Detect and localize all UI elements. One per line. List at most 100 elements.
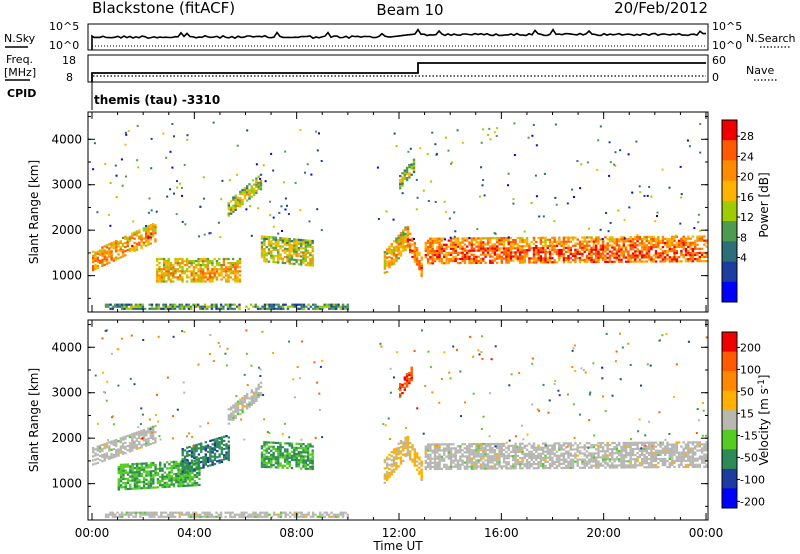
scatter-cell — [650, 447, 653, 450]
scatter-cell — [615, 456, 619, 459]
scatter-cell — [149, 436, 152, 439]
scatter-cell — [705, 245, 708, 248]
scatter-cell — [138, 447, 141, 450]
scatter-cell — [530, 465, 533, 468]
scatter-cell — [176, 278, 180, 281]
scatter-cell — [585, 450, 589, 453]
scatter-cell — [204, 453, 207, 456]
scatter-cell — [332, 305, 336, 308]
scatter-cell — [156, 474, 160, 477]
scatter-cell — [320, 229, 323, 232]
scatter-cell — [135, 230, 139, 233]
scatter-cell — [250, 195, 253, 198]
scatter-cell — [498, 249, 501, 252]
scatter-cell — [92, 451, 95, 454]
scatter-cell — [514, 465, 517, 468]
scatter-cell — [666, 239, 669, 242]
scatter-cell — [472, 243, 476, 246]
scatter-cell — [388, 255, 391, 259]
scatter-cell — [631, 191, 634, 194]
scatter-cell — [691, 455, 695, 458]
scatter-cell — [181, 450, 184, 453]
scatter-cell — [204, 276, 207, 279]
scatter-cell — [507, 247, 510, 250]
scatter-cell — [206, 268, 209, 271]
scatter-cell — [154, 486, 157, 489]
scatter-cell — [397, 453, 400, 456]
scatter-cell — [682, 237, 685, 240]
scatter-cell — [430, 180, 433, 183]
scatter-cell — [250, 397, 253, 400]
scatter-cell — [599, 228, 602, 231]
scatter-cell — [232, 412, 235, 415]
scatter-cell — [195, 473, 199, 476]
scatter-cell — [562, 259, 566, 262]
scatter-cell — [267, 459, 271, 463]
scatter-cell — [615, 242, 619, 245]
scatter-cell — [121, 249, 125, 252]
scatter-cell — [215, 272, 219, 275]
scatter-cell — [498, 241, 501, 244]
scatter-cell — [388, 472, 391, 475]
scatter-cell — [218, 461, 221, 464]
scatter-cell — [115, 445, 118, 448]
scatter-cell — [512, 202, 515, 205]
scatter-cell — [171, 166, 174, 169]
scatter-cell — [454, 457, 457, 460]
scatter-cell — [223, 448, 226, 451]
scatter-cell — [558, 255, 561, 258]
scatter-cell — [697, 213, 700, 216]
scatter-cell — [208, 274, 212, 277]
scatter-cell — [234, 266, 237, 269]
scatter-cell — [447, 253, 450, 257]
scatter-cell — [386, 478, 389, 482]
scatter-cell — [270, 457, 273, 461]
scatter-cell — [302, 253, 305, 256]
scatter-cell — [498, 444, 501, 448]
scatter-cell — [436, 251, 439, 255]
scatter-cell — [94, 257, 97, 260]
scatter-cell — [512, 198, 515, 201]
scatter-cell — [634, 258, 637, 261]
scatter-cell — [436, 237, 439, 240]
scatter-cell — [466, 449, 469, 452]
scatter-cell — [232, 418, 235, 421]
scatter-cell — [399, 232, 403, 235]
scatter-cell — [631, 254, 635, 257]
scatter-cell — [618, 464, 621, 467]
scatter-cell — [94, 462, 97, 465]
scatter-cell — [401, 182, 404, 185]
scatter-cell — [539, 249, 543, 252]
scatter-cell — [505, 261, 508, 264]
scatter-cell — [288, 256, 291, 259]
scatter-cell — [409, 245, 412, 248]
scatter-cell — [133, 477, 137, 480]
scatter-cell — [551, 253, 554, 256]
scatter-cell — [627, 441, 630, 444]
scatter-cell — [514, 450, 517, 454]
scatter-cell — [405, 170, 409, 174]
scatter-cell — [498, 237, 501, 240]
scatter-cell — [225, 451, 228, 454]
scatter-cell — [477, 261, 480, 264]
scatter-cell — [395, 453, 398, 456]
scatter-cell — [629, 458, 632, 461]
scatter-cell — [147, 437, 150, 440]
scatter-cell — [705, 253, 708, 256]
scatter-cell — [624, 248, 628, 251]
scatter-cell — [668, 245, 671, 249]
scatter-cell — [418, 260, 421, 263]
scatter-cell — [165, 262, 168, 265]
scatter-cell — [599, 446, 602, 449]
scatter-cell — [140, 444, 143, 447]
scatter-cell — [673, 260, 676, 263]
scatter-cell — [274, 466, 278, 469]
scatter-cell — [470, 259, 473, 262]
scatter-cell — [151, 429, 155, 433]
scatter-cell — [302, 241, 305, 244]
scatter-cell — [546, 450, 549, 453]
scatter-cell — [92, 459, 95, 462]
scatter-cell — [115, 438, 118, 442]
scatter-cell — [514, 444, 517, 447]
scatter-cell — [466, 457, 469, 460]
